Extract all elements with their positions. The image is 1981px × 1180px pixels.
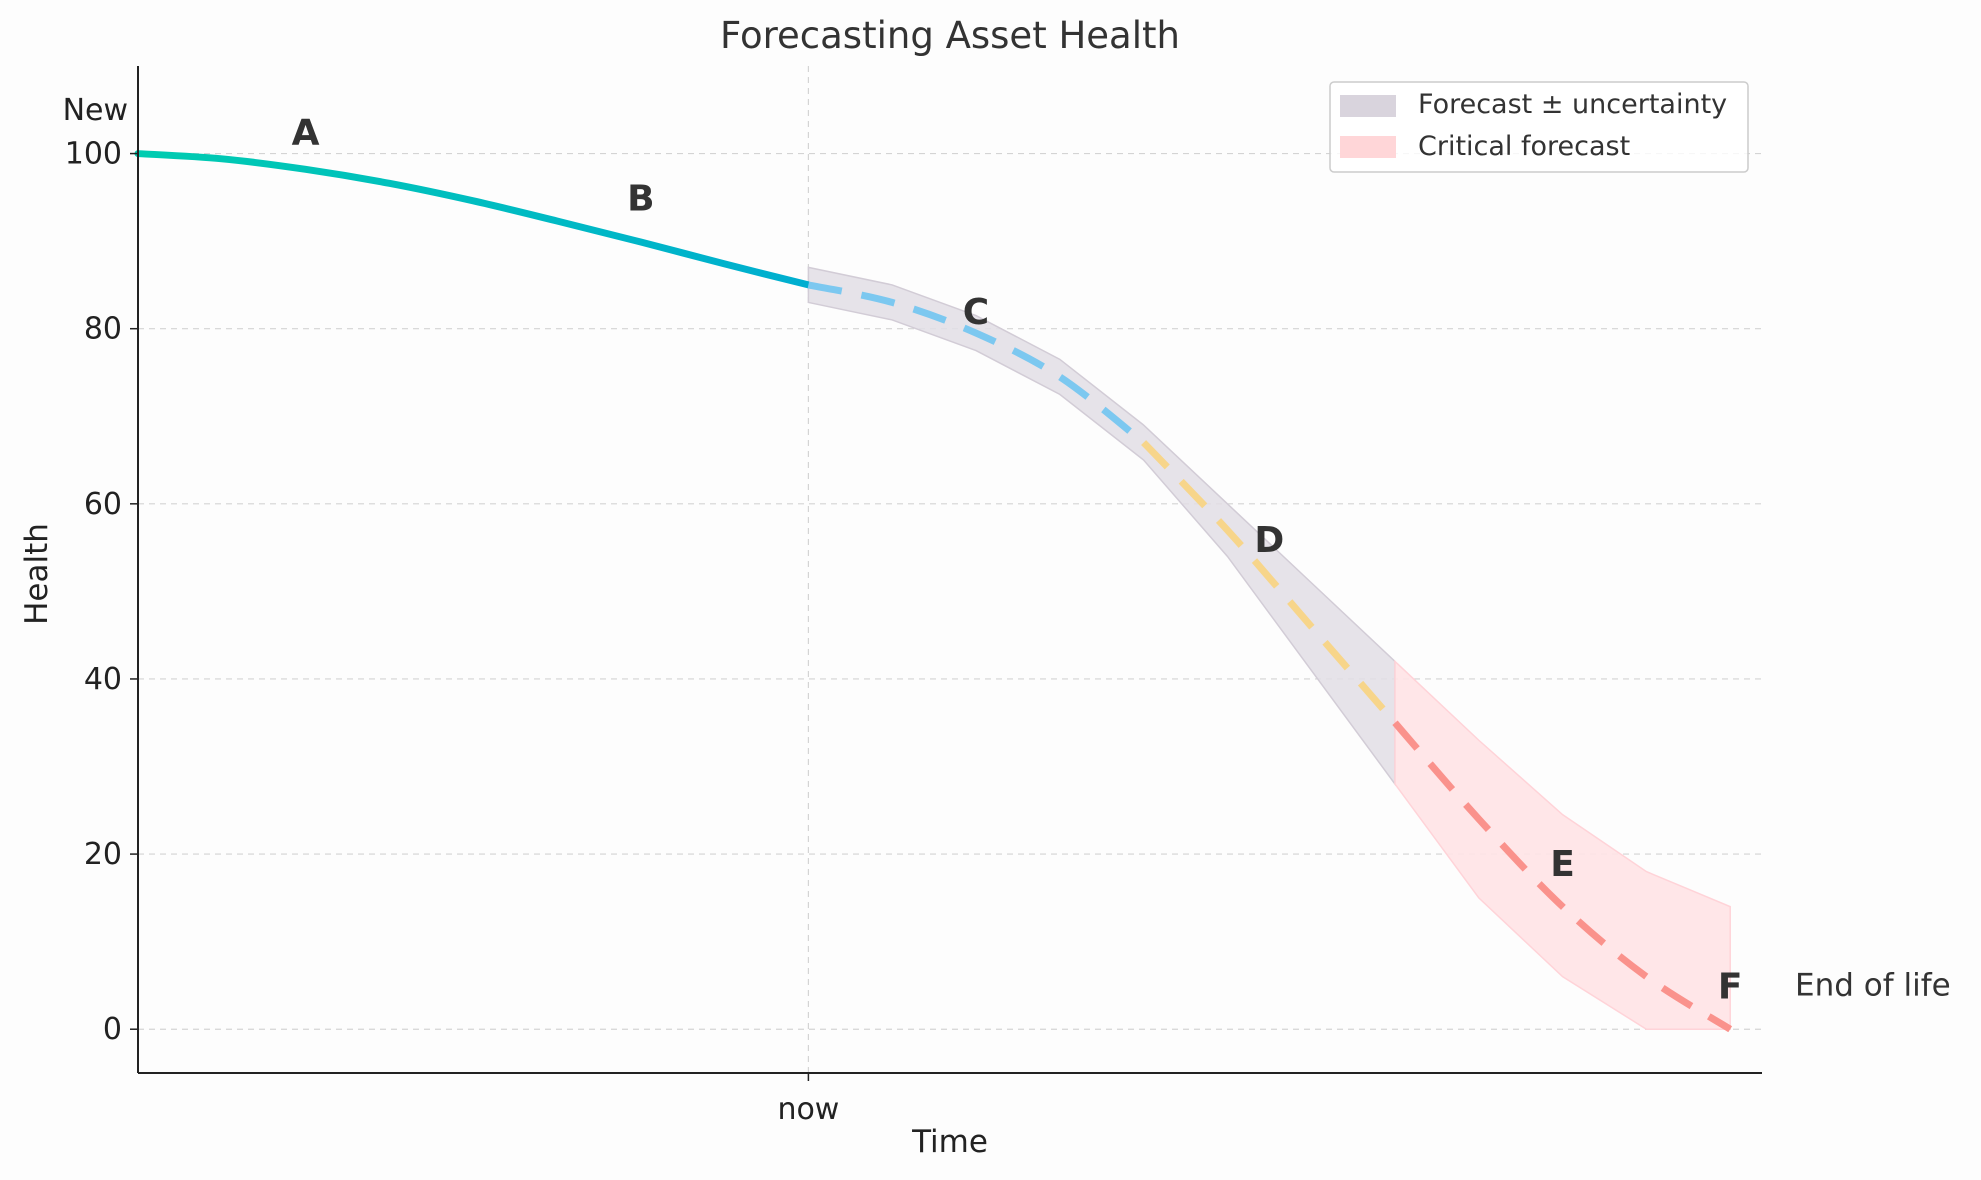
history-line — [134, 150, 812, 289]
legend-label-uncertainty: Forecast ± uncertainty — [1418, 89, 1727, 120]
band-layer — [807, 266, 1731, 1030]
point-label-d: D — [1254, 520, 1284, 561]
point-label-c: C — [963, 292, 989, 333]
legend-frame — [1329, 81, 1749, 173]
legend-label-critical: Critical forecast — [1418, 131, 1630, 162]
point-label-e: E — [1550, 844, 1575, 885]
legend-swatch-critical — [1340, 136, 1396, 158]
uncertainty-band — [807, 266, 1396, 787]
forecast-line-yellow — [1141, 440, 1398, 726]
new-label: New — [63, 93, 128, 128]
legend-swatch-uncertainty — [1340, 95, 1396, 117]
y-tick-label: 100 — [65, 137, 122, 172]
x-tick-label-now: now — [777, 1092, 839, 1127]
y-tick-label: 60 — [84, 487, 122, 522]
y-tick-label: 0 — [103, 1012, 122, 1047]
point-label-b: B — [627, 178, 654, 219]
critical-band — [1394, 659, 1731, 1030]
legend: Forecast ± uncertainty Critical forecast — [1329, 81, 1749, 173]
y-tick-label: 80 — [84, 312, 122, 347]
y-tick-label: 20 — [84, 837, 122, 872]
point-label-f: F — [1718, 966, 1743, 1007]
forecast-line-red — [1392, 720, 1733, 1033]
x-axis-title: Time — [911, 1124, 988, 1160]
label-layer: New A B C D E F End of life — [63, 93, 1951, 1008]
axes-layer: 0 20 40 60 80 100 now — [65, 66, 1762, 1127]
line-layer — [134, 150, 1733, 1033]
y-axis-title: Health — [19, 523, 55, 625]
y-tick-label: 40 — [84, 662, 122, 697]
end-of-life-label: End of life — [1795, 967, 1951, 1003]
forecast-line-blue — [807, 281, 1146, 446]
chart-title: Forecasting Asset Health — [720, 14, 1180, 57]
point-label-a: A — [292, 113, 320, 154]
